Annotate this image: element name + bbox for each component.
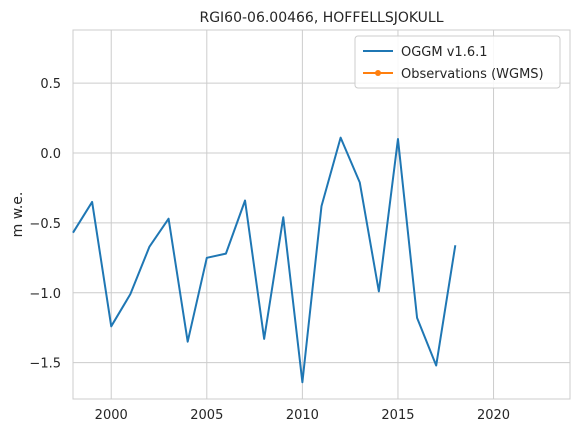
legend-box <box>354 35 561 89</box>
x-tick-label: 2010 <box>286 408 319 423</box>
x-tick-label: 2005 <box>190 408 223 423</box>
legend-label: OGGM v1.6.1 <box>401 45 488 60</box>
legend: OGGM v1.6.1 Observations (WGMS) <box>354 35 561 89</box>
x-tick-label: 2015 <box>381 408 414 423</box>
y-tick-labels: −1.5 −1.0 −0.5 0.0 0.5 <box>29 77 61 372</box>
y-tick-label: −1.5 <box>29 357 61 372</box>
y-tick-label: 0.5 <box>40 77 61 92</box>
x-tick-label: 2000 <box>95 408 128 423</box>
chart-title: RGI60-06.00466, HOFFELLSJOKULL <box>199 10 443 26</box>
x-tick-labels: 2000 2005 2010 2015 2020 <box>95 408 510 423</box>
y-tick-label: −1.0 <box>29 287 61 302</box>
legend-label: Observations (WGMS) <box>401 67 544 82</box>
series-group <box>72 136 457 384</box>
y-tick-label: −0.5 <box>29 217 61 232</box>
x-tick-label: 2020 <box>477 408 510 423</box>
legend-marker <box>375 70 381 76</box>
plot-frame <box>72 29 571 400</box>
y-axis-label: m w.e. <box>10 192 26 238</box>
y-tick-label: 0.0 <box>40 147 61 162</box>
series-line <box>72 136 457 384</box>
